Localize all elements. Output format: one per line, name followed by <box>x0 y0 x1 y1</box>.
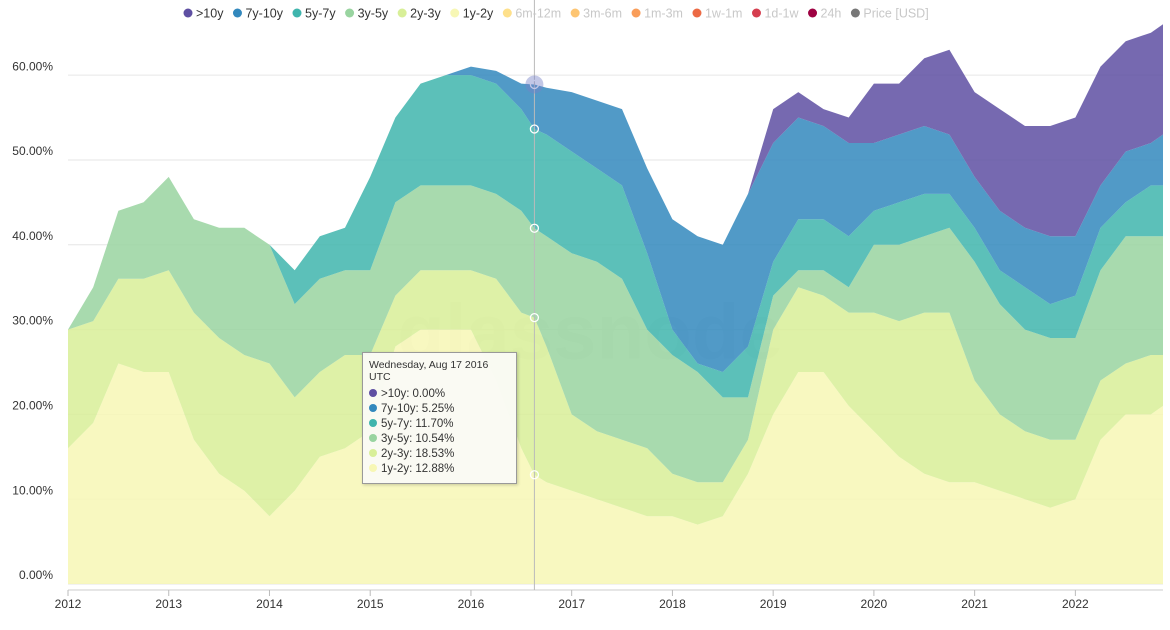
legend-label: 7y-10y <box>245 6 283 20</box>
hover-marker <box>529 79 540 90</box>
tooltip-series: 3y-5y <box>381 433 412 445</box>
y-tick-label: 50.00% <box>12 144 53 158</box>
x-tick-label: 2014 <box>256 597 283 611</box>
x-tick-label: 2018 <box>659 597 686 611</box>
x-tick-label: 2017 <box>558 597 585 611</box>
area <box>68 75 1163 398</box>
y-tick-label: 40.00% <box>12 229 53 243</box>
x-tick-label: 2013 <box>155 597 182 611</box>
hover-marker <box>529 124 540 134</box>
legend-swatch <box>183 8 193 18</box>
tooltip-row: >10y0.00% <box>369 387 510 402</box>
area <box>68 66 1163 372</box>
tooltip-row: 2y-3y18.53% <box>369 447 510 462</box>
legend-label: 1y-2y <box>463 6 494 20</box>
areas <box>68 24 1163 584</box>
tooltip-value: 0.00% <box>412 388 446 400</box>
legend-label: >10y <box>196 6 224 20</box>
legend-swatch <box>450 8 460 18</box>
legend-swatch <box>232 8 242 18</box>
legend-swatch <box>751 8 761 18</box>
tooltip-value: 5.25% <box>421 403 455 415</box>
legend-label: 1w-1m <box>705 6 743 20</box>
legend-item[interactable]: 3y-5y <box>345 6 389 20</box>
legend-label: 3m-6m <box>583 6 622 20</box>
tooltip-swatch <box>369 434 377 442</box>
tooltip-series: >10y <box>381 388 409 400</box>
tooltip: Wednesday, Aug 17 2016 UTC >10y0.00%7y-1… <box>362 352 517 484</box>
tooltip-swatch <box>369 464 377 472</box>
legend-label: 6m-12m <box>515 6 561 20</box>
legend-label: 24h <box>821 6 842 20</box>
hover-marker <box>529 312 540 323</box>
x-tick-label: 2016 <box>458 597 485 611</box>
legend-swatch <box>808 8 818 18</box>
legend-item[interactable]: 24h <box>808 6 841 20</box>
hover-halo <box>525 75 544 94</box>
x-tick-label: 2021 <box>961 597 988 611</box>
hover-marker <box>529 470 540 480</box>
tooltip-swatch <box>369 419 377 427</box>
area <box>68 270 1163 525</box>
tooltip-swatch <box>369 449 377 457</box>
tooltip-series: 2y-3y <box>381 448 412 460</box>
y-tick-label: 0.00% <box>19 568 53 582</box>
legend-swatch <box>850 8 860 18</box>
area <box>68 329 1163 584</box>
legend-label: 5y-7y <box>305 6 336 20</box>
legend-swatch <box>345 8 355 18</box>
tooltip-value: 11.70% <box>415 418 454 430</box>
y-tick-label: 20.00% <box>12 399 53 413</box>
tooltip-series: 5y-7y <box>381 418 412 430</box>
legend-label: 3y-5y <box>358 6 389 20</box>
y-tick-label: 60.00% <box>12 59 53 73</box>
x-tick-label: 2022 <box>1062 597 1089 611</box>
legend-item[interactable]: 1m-3m <box>631 6 683 20</box>
x-tick-label: 2019 <box>760 597 787 611</box>
y-tick-label: 10.00% <box>12 483 53 497</box>
tooltip-date: Wednesday, Aug 17 2016 UTC <box>369 359 489 383</box>
legend-swatch <box>502 8 512 18</box>
tooltip-series: 7y-10y <box>381 403 419 415</box>
legend-label: 1m-3m <box>644 6 683 20</box>
legend-item[interactable]: 3m-6m <box>570 6 622 20</box>
tooltip-value: 18.53% <box>415 448 455 460</box>
legend-item[interactable]: >10y <box>183 6 225 20</box>
legend-label: Price [USD] <box>863 6 928 20</box>
area <box>68 24 1163 330</box>
x-tick-label: 2012 <box>55 597 82 611</box>
legend-item[interactable]: 2y-3y <box>397 6 442 20</box>
tooltip-row: 1y-2y12.88% <box>369 462 510 477</box>
x-tick-label: 2020 <box>861 597 888 611</box>
legend-item[interactable]: 5y-7y <box>292 6 337 20</box>
legend-swatch <box>631 8 641 18</box>
legend-swatch <box>292 8 302 18</box>
legend-item[interactable]: 1w-1m <box>692 6 742 20</box>
legend-swatch <box>570 8 580 18</box>
legend-item[interactable]: 1y-2y <box>450 6 494 20</box>
hover-marker <box>529 223 540 233</box>
legend-swatch <box>397 8 407 18</box>
legend-label: 2y-3y <box>410 6 441 20</box>
y-tick-label: 30.00% <box>12 314 53 328</box>
legend-item[interactable]: 1d-1w <box>751 6 800 20</box>
tooltip-swatch <box>369 404 377 412</box>
tooltip-row: 5y-7y11.70% <box>369 417 510 432</box>
legend-item[interactable]: Price [USD] <box>850 6 929 20</box>
tooltip-value: 10.54% <box>415 433 455 445</box>
tooltip-row: 3y-5y10.54% <box>369 432 510 447</box>
area <box>68 176 1163 483</box>
tooltip-series: 1y-2y <box>381 463 412 475</box>
tooltip-value: 12.88% <box>415 463 455 475</box>
tooltip-swatch <box>369 389 377 397</box>
legend-item[interactable]: 7y-10y <box>232 6 284 20</box>
legend-label: 1d-1w <box>764 6 799 20</box>
legend-item[interactable]: 6m-12m <box>502 6 561 20</box>
legend-swatch <box>692 8 702 18</box>
x-tick-label: 2015 <box>357 597 384 611</box>
